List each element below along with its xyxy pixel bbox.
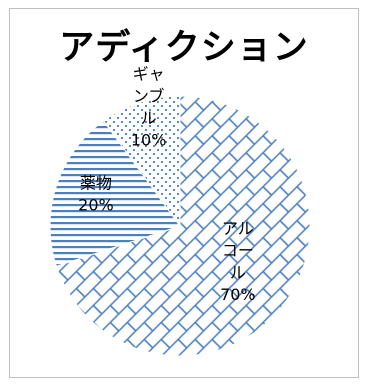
slice-label-1: アルコール 70% <box>220 219 256 304</box>
pie-slice-2 <box>49 120 181 267</box>
slice-label-3: ギャンブル 10% <box>131 65 167 150</box>
pie-slice-3 <box>102 95 181 228</box>
chart-title: アディクション <box>59 28 309 68</box>
slice-label-2: 薬物 20% <box>78 174 114 215</box>
pie-slice-1 <box>55 95 311 357</box>
